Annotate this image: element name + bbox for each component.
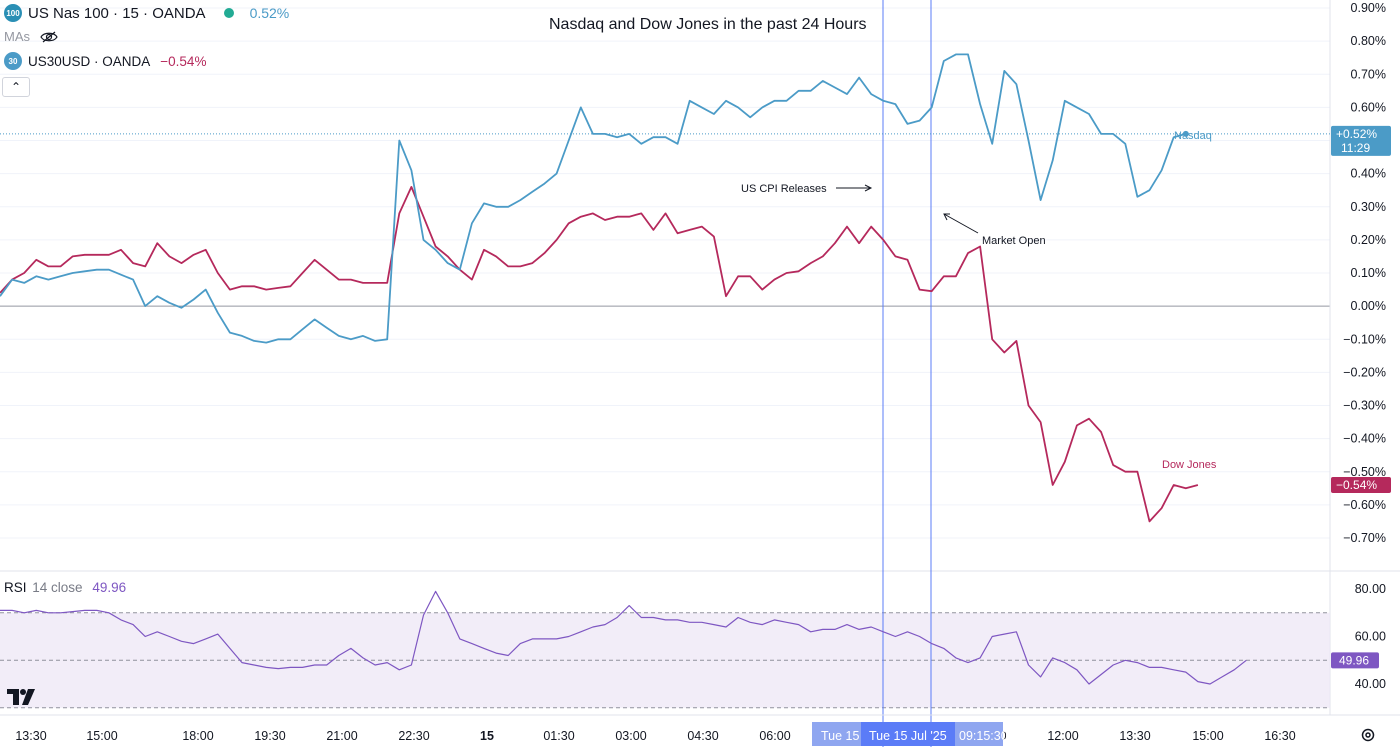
market-open-arrow-line [943, 213, 979, 234]
y-tick-label: 0.20% [1351, 233, 1386, 247]
dow-jones-series-line [0, 185, 1199, 523]
rsi-value: 49.96 [92, 580, 127, 595]
y-tick-label: 0.90% [1351, 1, 1386, 15]
chevron-up-icon: ⌃ [10, 80, 22, 94]
mas-label: MAs [4, 29, 30, 44]
dow-price-badge: −0.54% [1331, 477, 1391, 493]
nasdaq-price-badge-bg [1331, 125, 1391, 156]
market-open-arrow-head [943, 213, 950, 221]
x-tick-label: 04:30 [687, 729, 718, 743]
rsi-y-tick-label: 60.00 [1355, 630, 1386, 644]
dow-price-badge-value: −0.54% [1336, 478, 1377, 492]
x-tick-label: 13:30 [1119, 729, 1150, 743]
nasdaq-last-point [1182, 130, 1189, 137]
eye-off-icon[interactable] [40, 30, 58, 44]
rsi-legend[interactable]: RSI 14 close 49.96 [4, 580, 126, 595]
y-tick-label: 0.00% [1351, 299, 1386, 313]
x-tick-label: 19:30 [254, 729, 285, 743]
x-tick-label: 21:00 [326, 729, 357, 743]
y-tick-label: −0.30% [1343, 399, 1386, 413]
x-tick-label: 15 [480, 729, 494, 743]
rsi-value-badge: 49.96 [1331, 652, 1379, 669]
rsi-y-tick-label: 80.00 [1355, 582, 1386, 596]
x-tick-label: 16:30 [1264, 729, 1295, 743]
rsi-series-line [0, 590, 1247, 685]
crosshair-time-badge-bg [861, 722, 955, 746]
crosshair-time-badge: Tue 15 Jul '25 [869, 729, 947, 743]
nasdaq-price-badge: +0.52%11:29 [1331, 125, 1391, 156]
y-tick-label: −0.40% [1343, 432, 1386, 446]
y-tick-label: −0.60% [1343, 498, 1386, 512]
mas-indicator[interactable]: MAs [4, 29, 58, 44]
x-tick-label: 13:30 [15, 729, 46, 743]
crosshair-time-badge: 09:15:30 [959, 729, 1008, 743]
dow-price-badge-bg [1331, 477, 1391, 493]
rsi-name: RSI [4, 580, 27, 595]
symbol2-badge-icon: 30 [4, 52, 22, 70]
x-tick-label: 22:30 [398, 729, 429, 743]
x-tick-label: 12:00 [1047, 729, 1078, 743]
y-tick-label: 0.40% [1351, 167, 1386, 181]
x-tick-label: 01:30 [543, 729, 574, 743]
x-tick-label: 03:00 [615, 729, 646, 743]
market-open-status-icon [223, 8, 234, 18]
y-tick-label: −0.10% [1343, 332, 1386, 346]
rsi-value-badge-value: 49.96 [1339, 653, 1369, 667]
legend-dow[interactable]: 30 US30USD · OANDA −0.54% [4, 52, 206, 70]
symbol1-badge-icon: 100 [4, 4, 22, 22]
y-tick-label: 0.30% [1351, 200, 1386, 214]
chart-title: Nasdaq and Dow Jones in the past 24 Hour… [549, 16, 867, 33]
y-tick-label: −0.20% [1343, 365, 1386, 379]
nasdaq-price-badge-value: +0.52% [1336, 127, 1377, 141]
rsi-y-tick-label: 40.00 [1355, 677, 1386, 691]
nasdaq-series-line [0, 53, 1187, 344]
y-tick-label: −0.70% [1343, 531, 1386, 545]
cpi-arrow-head [864, 184, 873, 192]
market-open-annotation-label: Market Open [982, 235, 1046, 247]
x-tick-label: 15:00 [1192, 729, 1223, 743]
crosshair-time-badge-bg [955, 722, 1003, 746]
y-tick-label: −0.50% [1343, 465, 1386, 479]
symbol1-change: 0.52% [249, 5, 290, 21]
y-tick-label: 0.10% [1351, 266, 1386, 280]
nasdaq-price-badge-countdown: 11:29 [1341, 141, 1370, 155]
nasdaq-series-label: Nasdaq [1174, 130, 1212, 142]
rsi-params: 14 close [32, 580, 83, 595]
collapse-legend-button[interactable]: ⌃ [2, 77, 30, 97]
rsi-value-badge-bg [1331, 652, 1379, 669]
symbol2-label: US30USD · OANDA [28, 53, 151, 69]
y-tick-label: 0.60% [1351, 100, 1386, 114]
x-tick-label: 15:00 [86, 729, 117, 743]
symbol2-change: −0.54% [160, 53, 207, 69]
y-tick-label: 0.70% [1351, 67, 1386, 81]
crosshair-time-badge: Tue 15 [821, 729, 860, 743]
cpi-annotation-label: US CPI Releases [741, 183, 827, 195]
x-tick-label: 06:00 [759, 729, 790, 743]
gear-icon[interactable] [1360, 727, 1376, 743]
y-tick-label: 0.80% [1351, 34, 1386, 48]
symbol1-label: US Nas 100 · 15 · OANDA [28, 4, 206, 22]
dow-series-label: Dow Jones [1162, 459, 1217, 471]
legend-nasdaq[interactable]: 100 US Nas 100 · 15 · OANDA 0.52% [4, 4, 289, 22]
x-tick-label: 18:00 [182, 729, 213, 743]
tradingview-logo-icon[interactable] [7, 689, 39, 705]
